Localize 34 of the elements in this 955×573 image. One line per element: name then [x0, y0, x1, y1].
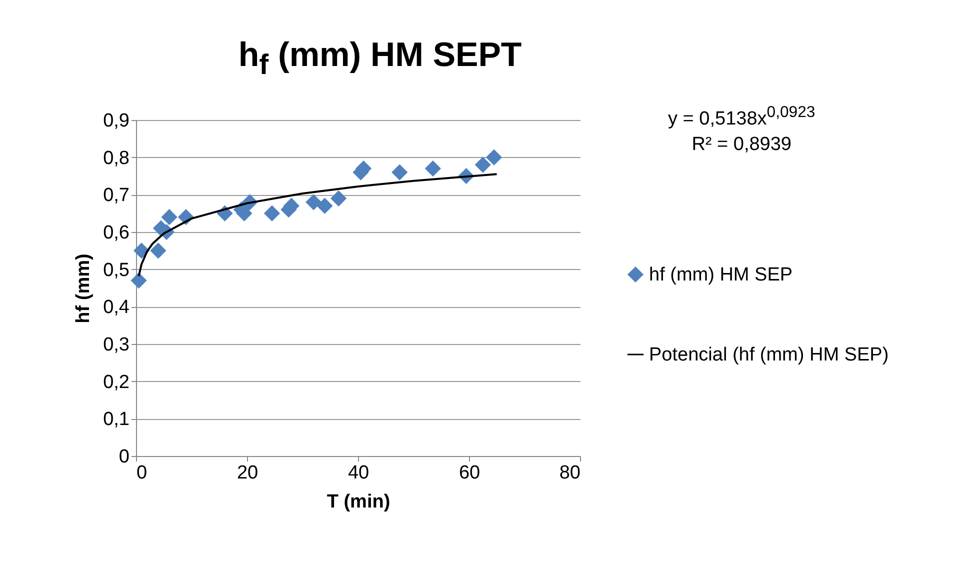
point	[486, 149, 502, 166]
text: R² = 0,8939	[692, 134, 792, 156]
y-tick-label: 0	[118, 446, 130, 468]
chart-title: h$_{f}$ (mm) HM SEPT	[237, 36, 523, 82]
y-axis-title: hf (mm)	[73, 254, 94, 324]
point	[264, 205, 280, 222]
x-tick-label: 80	[559, 462, 580, 484]
point	[424, 160, 441, 177]
point	[316, 198, 333, 214]
point	[330, 190, 347, 206]
y-tick-label: 0,7	[103, 185, 130, 206]
legend-label: hf (mm) HM SEP	[649, 264, 793, 286]
y-tick-label: 0,8	[103, 148, 130, 169]
x-tick-label: 60	[458, 462, 480, 484]
y-tick-label: 0,2	[103, 372, 130, 393]
y-tick-label: 0,6	[103, 222, 130, 244]
y-tick-label: 0,9	[103, 110, 130, 132]
point	[150, 242, 166, 259]
y-tick-label: 0,1	[103, 409, 130, 430]
legend-label: Potencial (hf (mm) HM SEP)	[649, 344, 889, 366]
point	[133, 242, 150, 259]
point	[130, 272, 147, 289]
text: y = 0,5138x$^{0,0923}$	[668, 104, 816, 130]
x-tick-label: 0	[136, 462, 148, 484]
point	[474, 156, 491, 173]
x-axis-title: T (min)	[326, 492, 390, 512]
y-tick-label: 0,4	[103, 297, 130, 318]
y-tick-label: 0,3	[103, 334, 130, 356]
x-tick-label: 20	[236, 462, 258, 484]
point	[161, 209, 178, 226]
y-tick-label: 0,5	[103, 260, 130, 281]
point	[306, 194, 322, 210]
x-tick-label: 40	[348, 462, 370, 484]
point	[392, 164, 408, 180]
